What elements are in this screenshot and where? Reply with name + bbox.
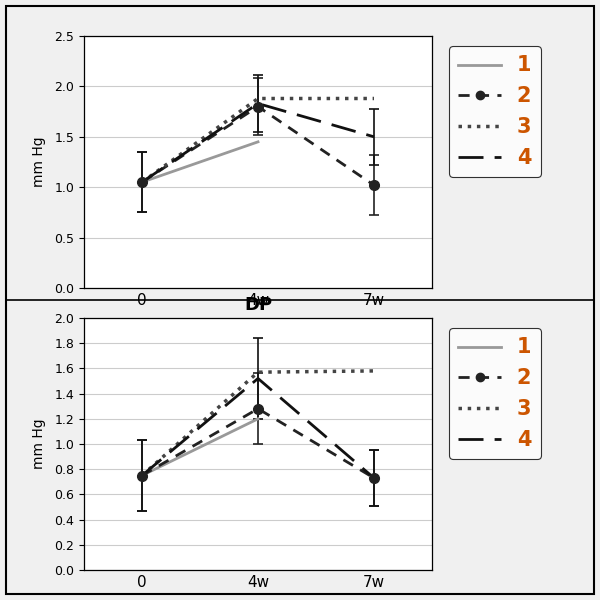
Y-axis label: mm Hg: mm Hg (32, 419, 46, 469)
Title: DP: DP (244, 296, 272, 314)
Legend: 1, 2, 3, 4: 1, 2, 3, 4 (449, 328, 541, 459)
Y-axis label: mm Hg: mm Hg (32, 137, 46, 187)
Legend: 1, 2, 3, 4: 1, 2, 3, 4 (449, 46, 541, 177)
